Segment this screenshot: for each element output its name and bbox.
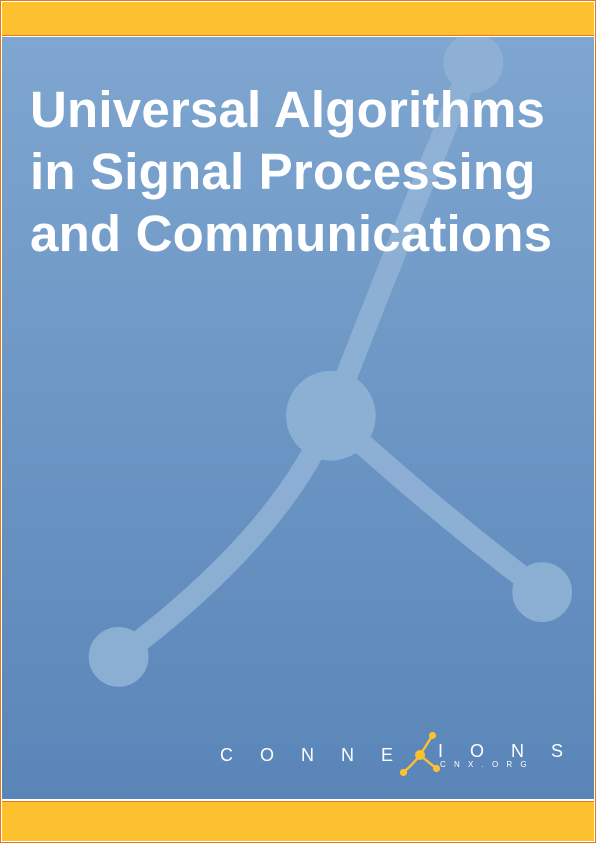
top-band bbox=[2, 2, 594, 36]
logo-text-left: C O N N E bbox=[220, 745, 404, 766]
logo-subtext: C N X . O R G bbox=[440, 760, 574, 769]
cover-border: Universal Algorithms in Signal Processin… bbox=[0, 0, 596, 843]
connexions-logo: C O N N E I O N S C N X . O R G bbox=[220, 732, 574, 778]
logo-text-right: I O N S bbox=[438, 741, 574, 762]
main-panel: Universal Algorithms in Signal Processin… bbox=[2, 37, 594, 800]
logo-right-block: I O N S C N X . O R G bbox=[438, 741, 574, 769]
book-title: Universal Algorithms in Signal Processin… bbox=[30, 79, 574, 266]
bottom-band bbox=[2, 801, 594, 841]
